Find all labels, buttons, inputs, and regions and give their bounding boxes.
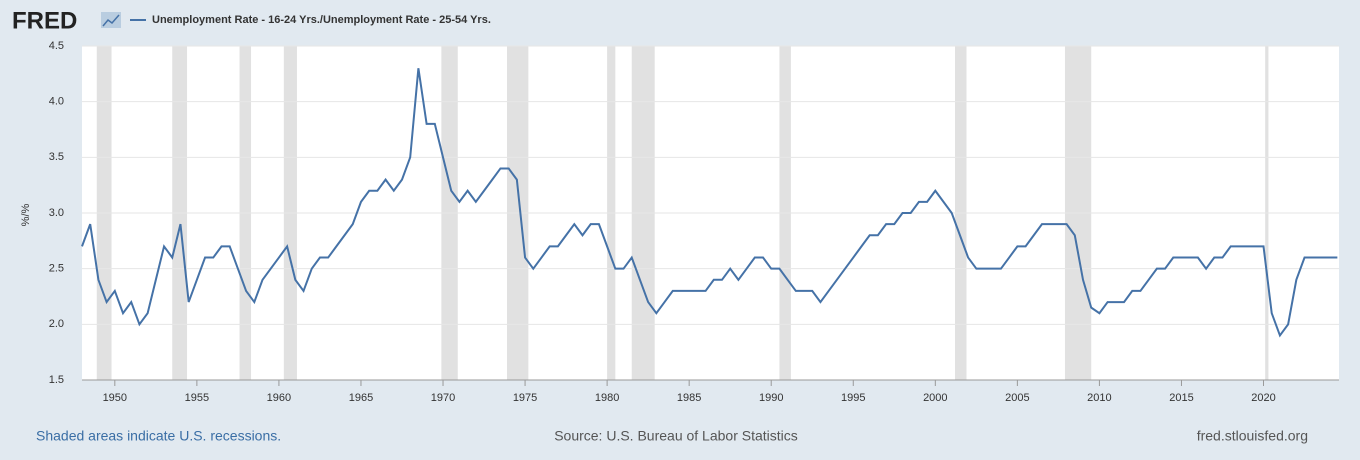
footer-note: Shaded areas indicate U.S. recessions.: [36, 428, 281, 444]
logo-icon: [101, 12, 121, 28]
y-tick-label: 4.0: [49, 96, 64, 108]
y-tick-label: 3.5: [49, 151, 64, 163]
legend-label: Unemployment Rate - 16-24 Yrs./Unemploym…: [152, 14, 491, 26]
x-tick-label: 2010: [1087, 392, 1111, 404]
x-tick-label: 2020: [1251, 392, 1275, 404]
x-tick-label: 1980: [595, 392, 619, 404]
logo: FRED: [12, 7, 77, 34]
y-axis-label: %/%: [20, 203, 32, 226]
x-tick-label: 1950: [103, 392, 127, 404]
x-tick-label: 1990: [759, 392, 783, 404]
y-tick-label: 2.5: [49, 263, 64, 275]
x-tick-label: 1975: [513, 392, 537, 404]
y-tick-label: 3.0: [49, 207, 64, 219]
x-tick-label: 1955: [185, 392, 209, 404]
y-tick-label: 2.0: [49, 318, 64, 330]
x-tick-label: 1970: [431, 392, 455, 404]
footer-site: fred.stlouisfed.org: [1197, 428, 1308, 444]
x-tick-label: 2005: [1005, 392, 1029, 404]
x-tick-label: 2000: [923, 392, 947, 404]
data-line: [81, 68, 1338, 338]
footer-source: Source: U.S. Bureau of Labor Statistics: [554, 428, 798, 444]
y-tick-label: 4.5: [49, 40, 64, 52]
y-tick-label: 1.5: [49, 374, 64, 386]
x-tick-label: 1965: [349, 392, 373, 404]
x-tick-label: 1960: [267, 392, 291, 404]
x-tick-label: 1995: [841, 392, 865, 404]
x-tick-label: 1985: [677, 392, 701, 404]
x-tick-label: 2015: [1169, 392, 1193, 404]
